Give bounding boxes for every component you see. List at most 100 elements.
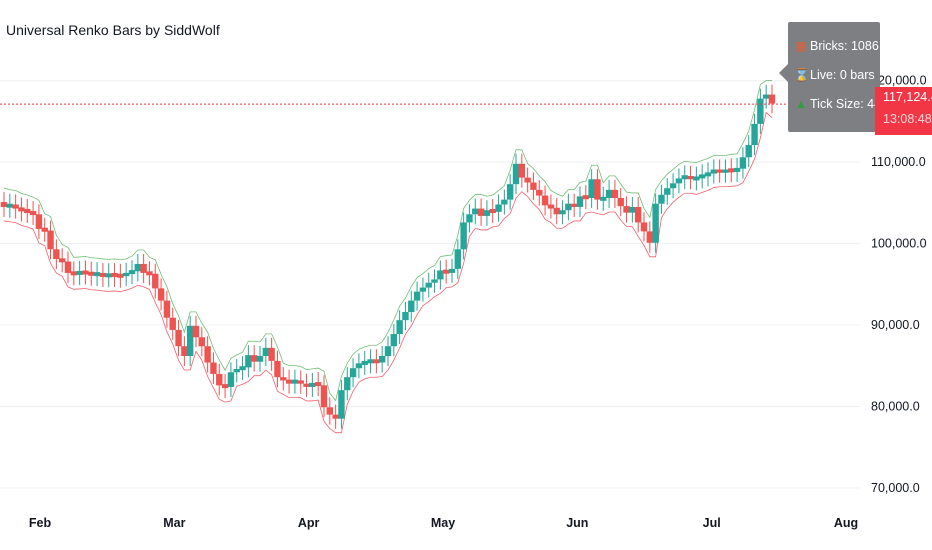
- up-brick: [745, 145, 752, 158]
- up-brick: [605, 189, 613, 198]
- up-brick: [757, 98, 764, 124]
- down-brick: [111, 272, 118, 277]
- down-brick: [547, 204, 555, 209]
- up-brick: [588, 179, 595, 198]
- down-brick: [332, 414, 339, 419]
- down-brick: [99, 272, 107, 277]
- up-brick: [681, 175, 688, 180]
- up-brick: [239, 366, 246, 371]
- up-brick: [431, 279, 438, 283]
- x-axis: Feb Mar Apr May Jun Jul Aug: [29, 516, 858, 530]
- up-brick: [344, 377, 351, 391]
- down-brick: [152, 273, 159, 289]
- up-brick: [413, 291, 421, 301]
- down-brick: [687, 176, 694, 180]
- up-brick: [361, 360, 368, 365]
- up-brick: [245, 355, 252, 368]
- up-brick: [233, 369, 240, 373]
- down-brick: [611, 189, 619, 198]
- renko-band-lines: [3, 80, 773, 434]
- live-row: ⌛Live: 0 bars: [794, 65, 875, 85]
- up-brick: [693, 176, 700, 181]
- down-brick: [192, 325, 200, 338]
- up-brick: [425, 282, 432, 288]
- down-brick: [216, 373, 223, 386]
- y-tick-label: 100,000.0: [871, 237, 927, 251]
- up-brick: [384, 346, 392, 356]
- up-brick: [448, 268, 456, 273]
- down-brick: [489, 209, 496, 214]
- up-brick: [698, 174, 706, 179]
- y-tick-label: 90,000.0: [871, 318, 920, 332]
- down-brick: [70, 271, 78, 276]
- x-tick-label: Apr: [298, 516, 320, 530]
- up-brick: [122, 272, 130, 277]
- bar-countdown: 13:08:48: [883, 112, 932, 126]
- up-brick: [710, 169, 718, 174]
- down-brick: [326, 407, 334, 415]
- down-brick: [47, 230, 54, 250]
- up-brick: [506, 184, 514, 200]
- up-brick: [105, 273, 112, 278]
- up-brick: [565, 203, 572, 211]
- up-brick: [559, 210, 566, 215]
- down-brick: [18, 207, 25, 212]
- down-brick: [280, 377, 287, 381]
- down-brick: [64, 261, 72, 273]
- up-brick: [367, 359, 374, 364]
- down-brick: [204, 346, 211, 363]
- down-brick: [477, 208, 485, 216]
- down-brick: [29, 211, 37, 216]
- down-brick: [553, 207, 560, 215]
- up-brick: [256, 355, 264, 362]
- x-tick-label: Jun: [566, 516, 588, 530]
- down-brick: [169, 317, 176, 330]
- y-tick-label: 80,000.0: [871, 399, 920, 413]
- down-brick: [524, 177, 531, 183]
- tree-icon: ▲: [794, 97, 808, 111]
- down-brick: [53, 249, 60, 260]
- up-brick: [472, 208, 479, 215]
- up-brick: [733, 167, 741, 172]
- x-tick-label: May: [431, 516, 455, 530]
- down-brick: [285, 379, 293, 384]
- up-brick: [722, 169, 729, 173]
- up-brick: [378, 355, 386, 363]
- down-brick: [175, 329, 182, 347]
- up-brick: [390, 334, 398, 347]
- down-brick: [0, 202, 8, 207]
- down-brick: [140, 263, 147, 273]
- x-tick-label: Aug: [834, 516, 858, 530]
- down-brick: [640, 222, 648, 232]
- last-price-tag: 117,124.4 13:08:48: [875, 87, 932, 135]
- bricks-label: Bricks: 1086: [810, 39, 879, 53]
- up-brick: [419, 287, 427, 292]
- down-brick: [634, 206, 642, 223]
- down-brick: [117, 273, 124, 278]
- lower-band-line: [3, 111, 773, 434]
- down-brick: [594, 179, 601, 200]
- up-brick: [669, 183, 677, 189]
- down-brick: [297, 380, 304, 384]
- up-brick: [652, 203, 659, 243]
- down-brick: [716, 169, 723, 173]
- up-brick: [134, 263, 142, 272]
- live-label: Live: 0 bars: [810, 68, 875, 82]
- up-brick: [762, 94, 770, 99]
- down-brick: [181, 346, 188, 356]
- down-brick: [623, 206, 630, 213]
- down-brick: [163, 300, 171, 318]
- down-brick: [250, 355, 258, 362]
- up-brick: [739, 157, 747, 169]
- up-brick: [495, 204, 502, 212]
- up-brick: [658, 194, 665, 204]
- up-brick: [460, 222, 467, 250]
- up-brick: [186, 325, 194, 356]
- up-brick: [408, 300, 415, 313]
- renko-bricks: [0, 84, 776, 429]
- up-brick: [437, 270, 444, 280]
- up-brick: [262, 347, 270, 356]
- down-brick: [88, 271, 95, 276]
- down-brick: [536, 189, 543, 196]
